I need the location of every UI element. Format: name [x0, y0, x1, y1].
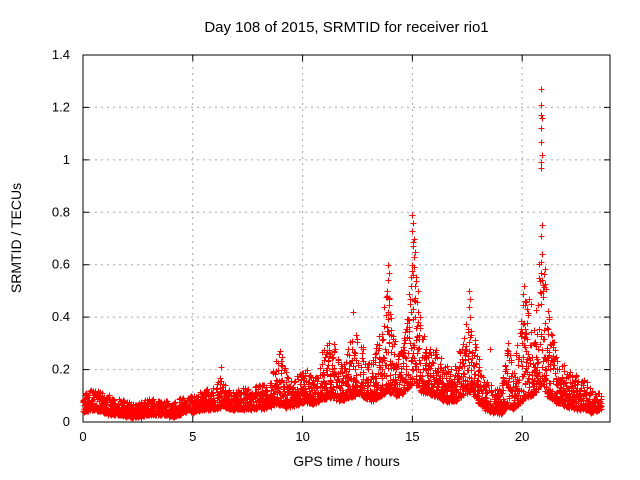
chart-title: Day 108 of 2015, SRMTID for receiver rio…	[204, 19, 489, 36]
y-tick-label: 0.6	[52, 257, 70, 272]
y-tick-label: 1.4	[52, 47, 70, 62]
x-tick-label: 0	[79, 429, 86, 444]
x-tick-label: 15	[405, 429, 419, 444]
y-tick-label: 0	[63, 414, 70, 429]
y-axis-label: SRMTID / TECUs	[8, 182, 24, 294]
x-tick-label: 5	[189, 429, 196, 444]
x-tick-label: 10	[295, 429, 309, 444]
x-axis-label: GPS time / hours	[293, 453, 400, 469]
y-tick-label: 0.2	[52, 362, 70, 377]
x-tick-label: 20	[515, 429, 529, 444]
y-tick-label: 0.4	[52, 309, 70, 324]
y-tick-label: 0.8	[52, 204, 70, 219]
y-tick-label: 1	[63, 152, 70, 167]
scatter-points	[80, 86, 605, 422]
y-tick-label: 1.2	[52, 99, 70, 114]
